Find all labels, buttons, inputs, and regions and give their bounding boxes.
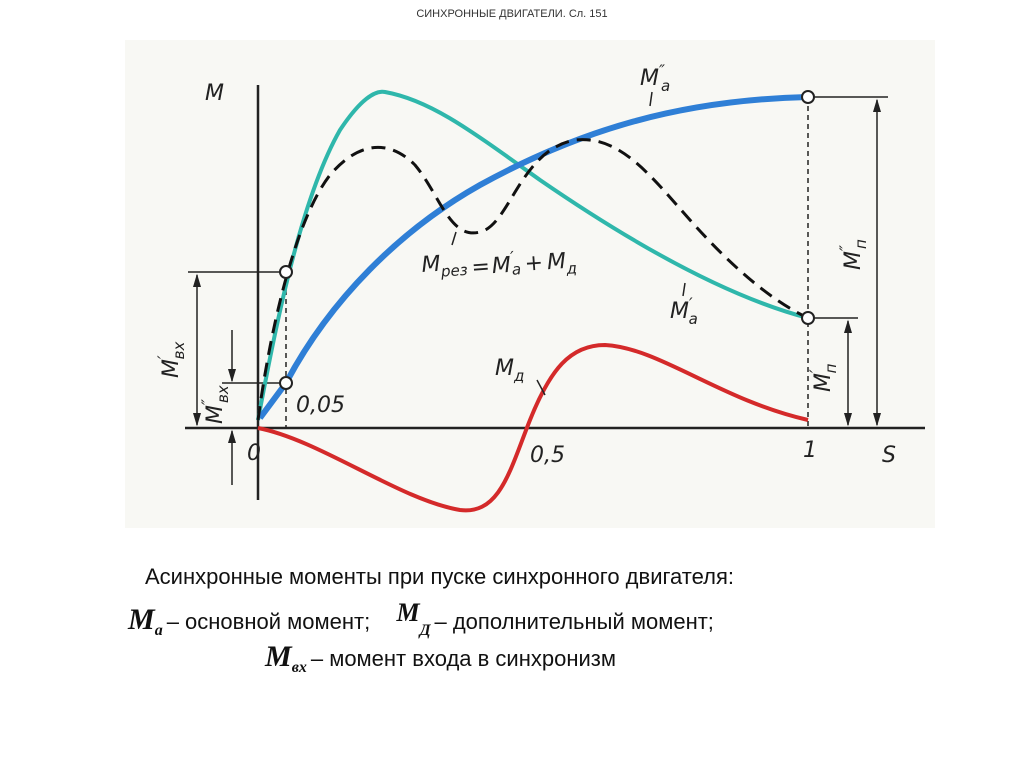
caption-line: Асинхронные моменты при пуске синхронног…	[145, 564, 734, 589]
sub: рез	[439, 261, 468, 281]
sub: вх	[170, 342, 188, 360]
symbol-sub: а	[154, 622, 163, 639]
dimension-label: M′п	[806, 363, 840, 392]
label-part: M	[491, 253, 512, 279]
sup: ′	[806, 369, 825, 373]
scan-background	[125, 40, 935, 528]
sub: вх	[214, 385, 232, 403]
caption-text: – момент входа в синхронизм	[310, 646, 616, 671]
sub: a	[661, 77, 670, 95]
sub: п	[852, 239, 870, 249]
symbol: M	[128, 603, 155, 636]
tick-label: 0,5	[530, 443, 565, 468]
curve-ma2	[257, 94, 809, 420]
label-part: M	[421, 252, 442, 278]
label-part: M	[670, 299, 689, 324]
dimension-label: M″вх	[198, 385, 232, 424]
curve-md	[257, 342, 809, 513]
symbol-sub: вх	[291, 659, 307, 676]
dimension-label: M′вх	[154, 342, 188, 378]
caption-line: Mа – основной момент; MД – дополнительный …	[128, 598, 714, 640]
curve-label: Mд	[495, 356, 524, 385]
curve-label: M″ a	[640, 61, 670, 95]
sub: a	[511, 260, 521, 279]
label-part: M	[811, 373, 836, 392]
slide-header: СИНХРОННЫЕ ДВИГАТЕЛИ. Сл. 151	[416, 8, 608, 20]
label-part: M	[159, 359, 184, 378]
x-axis-label: S	[882, 443, 896, 468]
label-part: M	[640, 66, 659, 91]
caption-text: – дополнительный момент;	[434, 609, 714, 634]
dimension-lines	[188, 96, 888, 485]
label-part: =	[471, 254, 491, 280]
sub: a	[689, 310, 698, 328]
curve-label: M′ a	[670, 294, 698, 328]
y-axis-label: M	[205, 81, 224, 106]
tick-label: 0	[247, 441, 261, 466]
tick-label: 0,05	[296, 393, 345, 418]
label-part: +	[524, 251, 544, 277]
sub: д	[513, 367, 524, 385]
sup: ″	[836, 245, 855, 251]
key-points	[279, 90, 815, 390]
symbol: M	[265, 640, 292, 673]
tick-label: 1	[803, 438, 817, 463]
label-part: M	[841, 251, 866, 270]
dimension-label: M″п	[836, 239, 870, 270]
curve-mrez	[256, 138, 809, 421]
sub: д	[565, 259, 578, 278]
sup: ″	[198, 399, 217, 405]
leader-lines	[451, 91, 686, 396]
sup: ′	[689, 294, 693, 313]
sub: п	[822, 363, 840, 373]
label-part: M	[203, 405, 228, 424]
symbol-sub: Д	[419, 622, 431, 639]
caption-line: Mвх – момент входа в синхронизм	[265, 640, 616, 677]
curve-label: Mрез =M′a+ Mд	[421, 242, 578, 288]
symbol: M	[396, 598, 420, 627]
sup: ′	[510, 248, 515, 267]
sup: ′	[154, 355, 173, 359]
caption-text: – основной момент;	[166, 609, 371, 634]
sup: ″	[659, 61, 665, 80]
label-part: M	[546, 249, 567, 275]
label-part: M	[495, 356, 514, 381]
